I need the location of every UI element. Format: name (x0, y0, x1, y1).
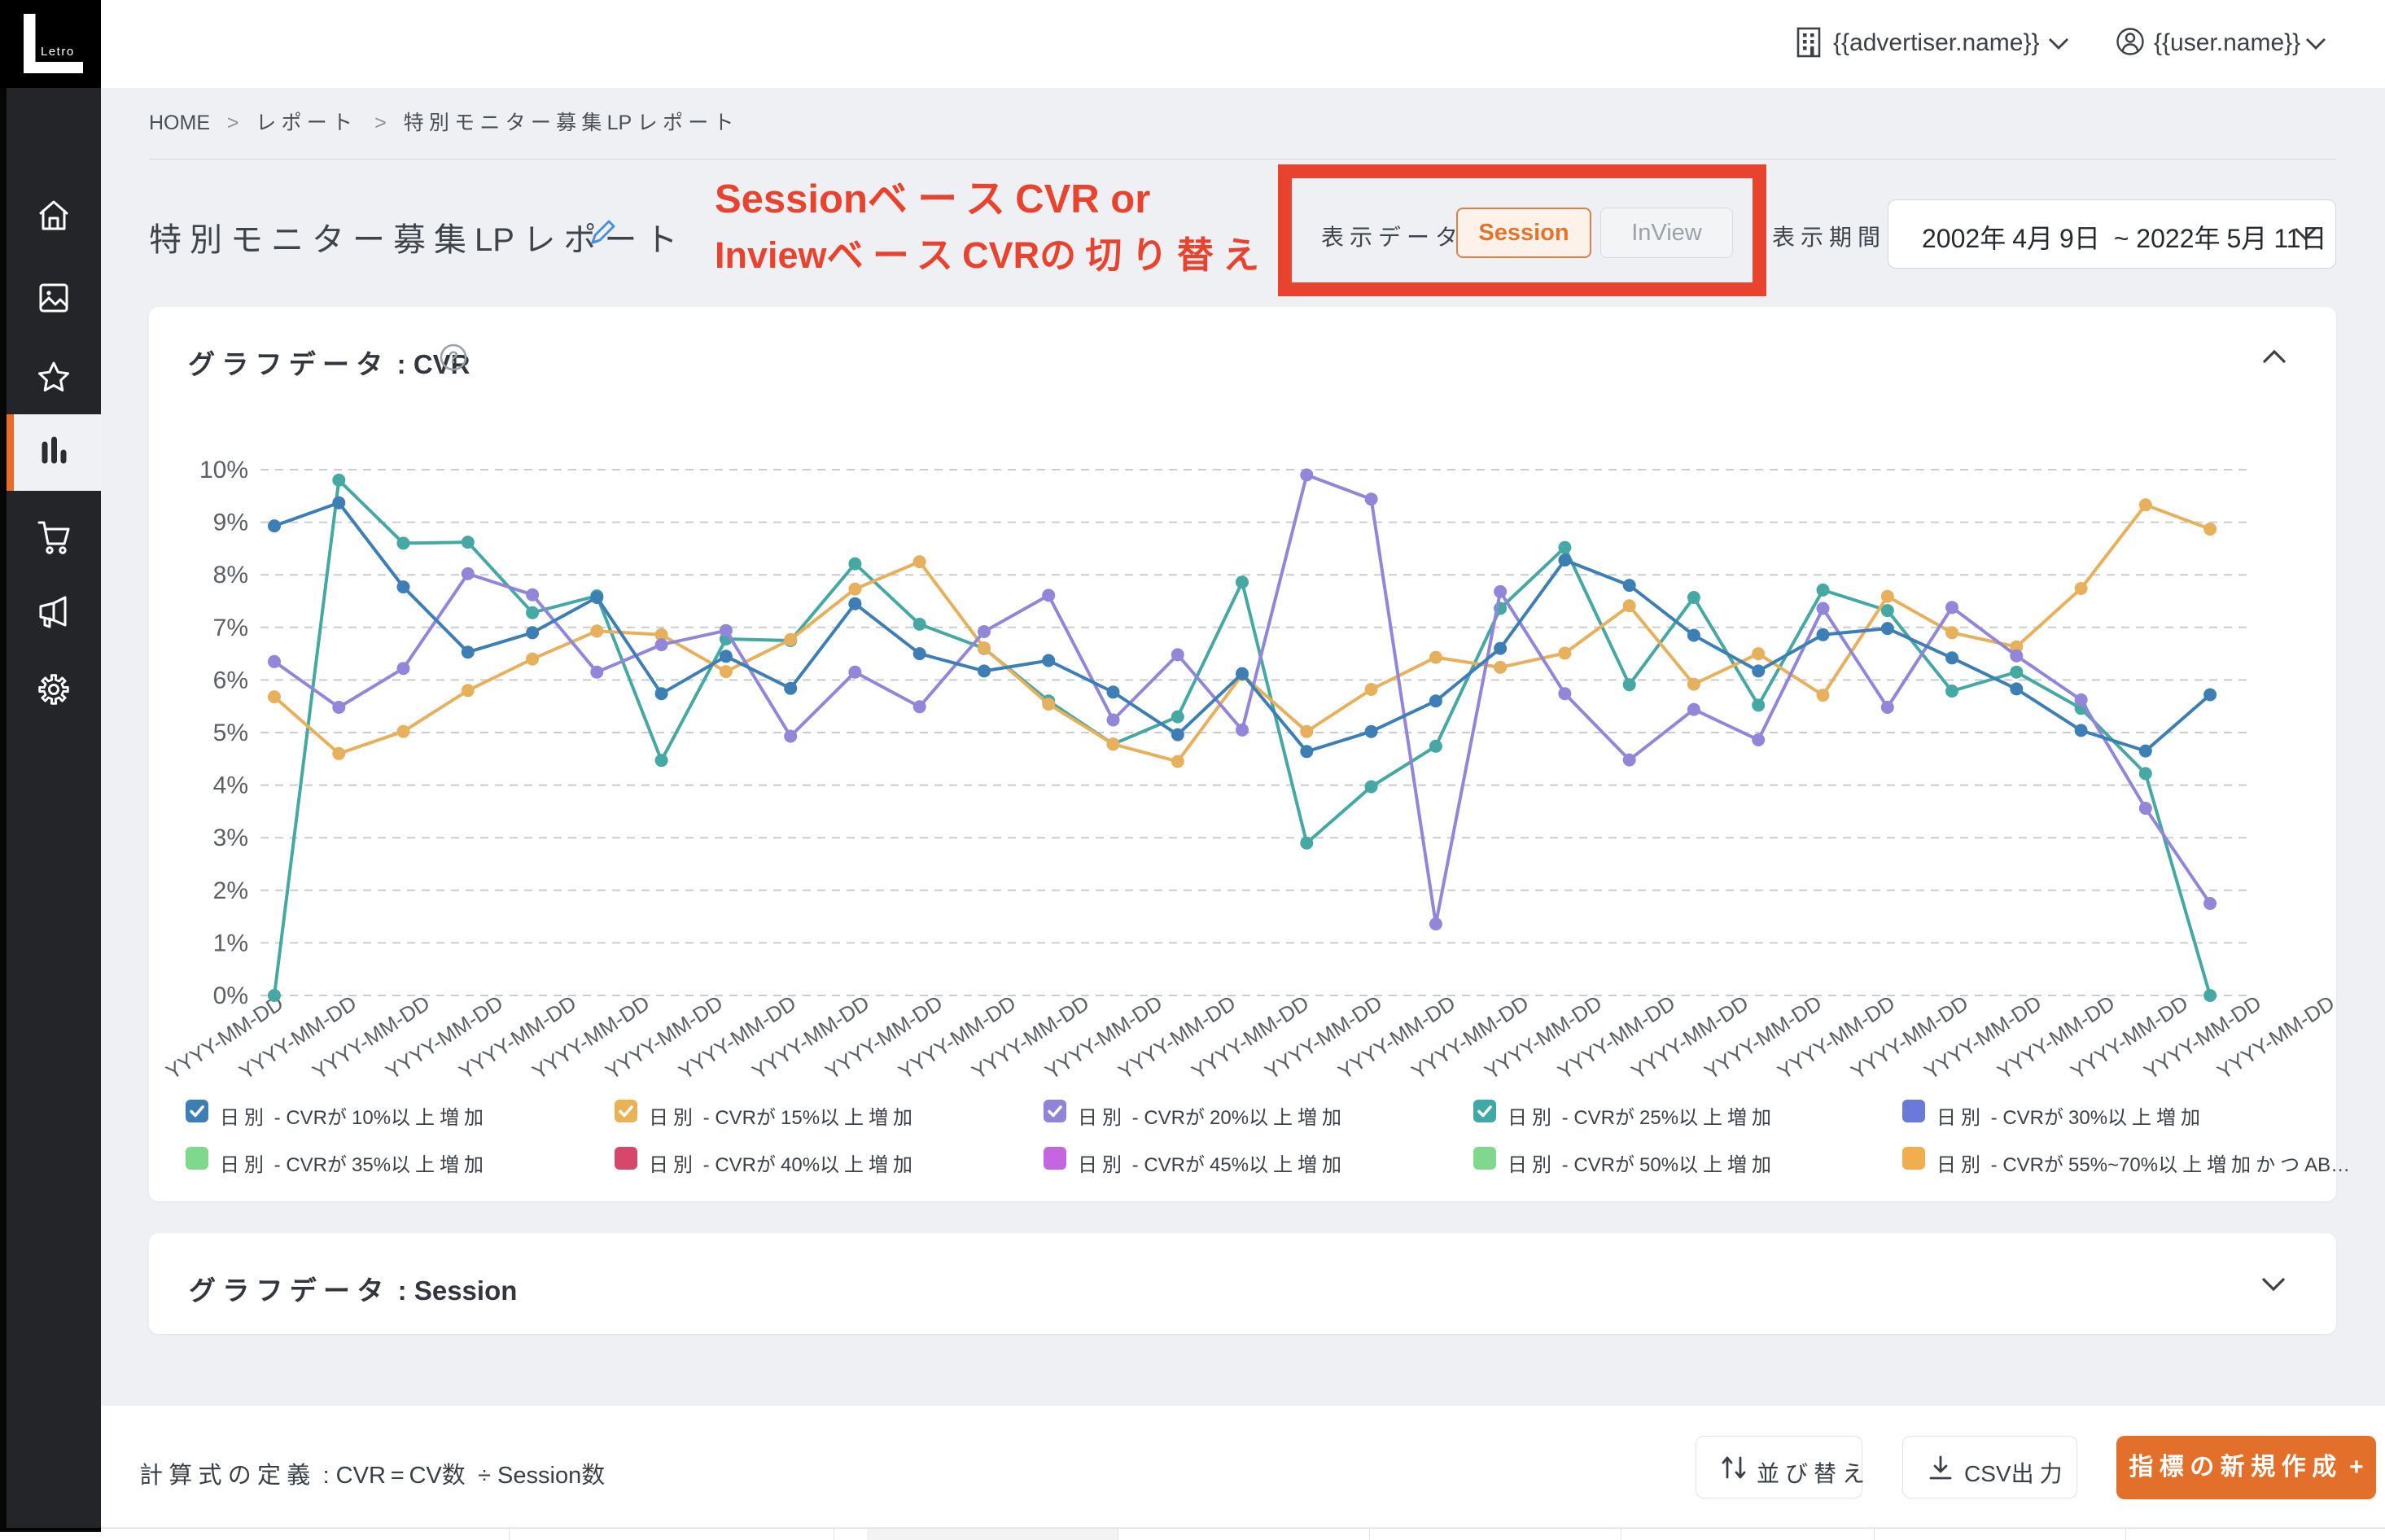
svg-text:4%: 4% (213, 772, 248, 799)
svg-text:6%: 6% (213, 667, 248, 693)
svg-text:9%: 9% (213, 510, 248, 536)
svg-text:3%: 3% (213, 825, 248, 851)
svg-text:5%: 5% (213, 720, 248, 746)
svg-text:?: ? (449, 348, 459, 367)
svg-text:1%: 1% (213, 930, 248, 956)
svg-text:0%: 0% (213, 982, 248, 1009)
svg-text:2%: 2% (213, 877, 248, 904)
svg-text:7%: 7% (213, 615, 248, 641)
svg-text:10%: 10% (199, 457, 248, 483)
svg-text:8%: 8% (213, 562, 248, 588)
svg-text:Letro: Letro (41, 45, 75, 59)
